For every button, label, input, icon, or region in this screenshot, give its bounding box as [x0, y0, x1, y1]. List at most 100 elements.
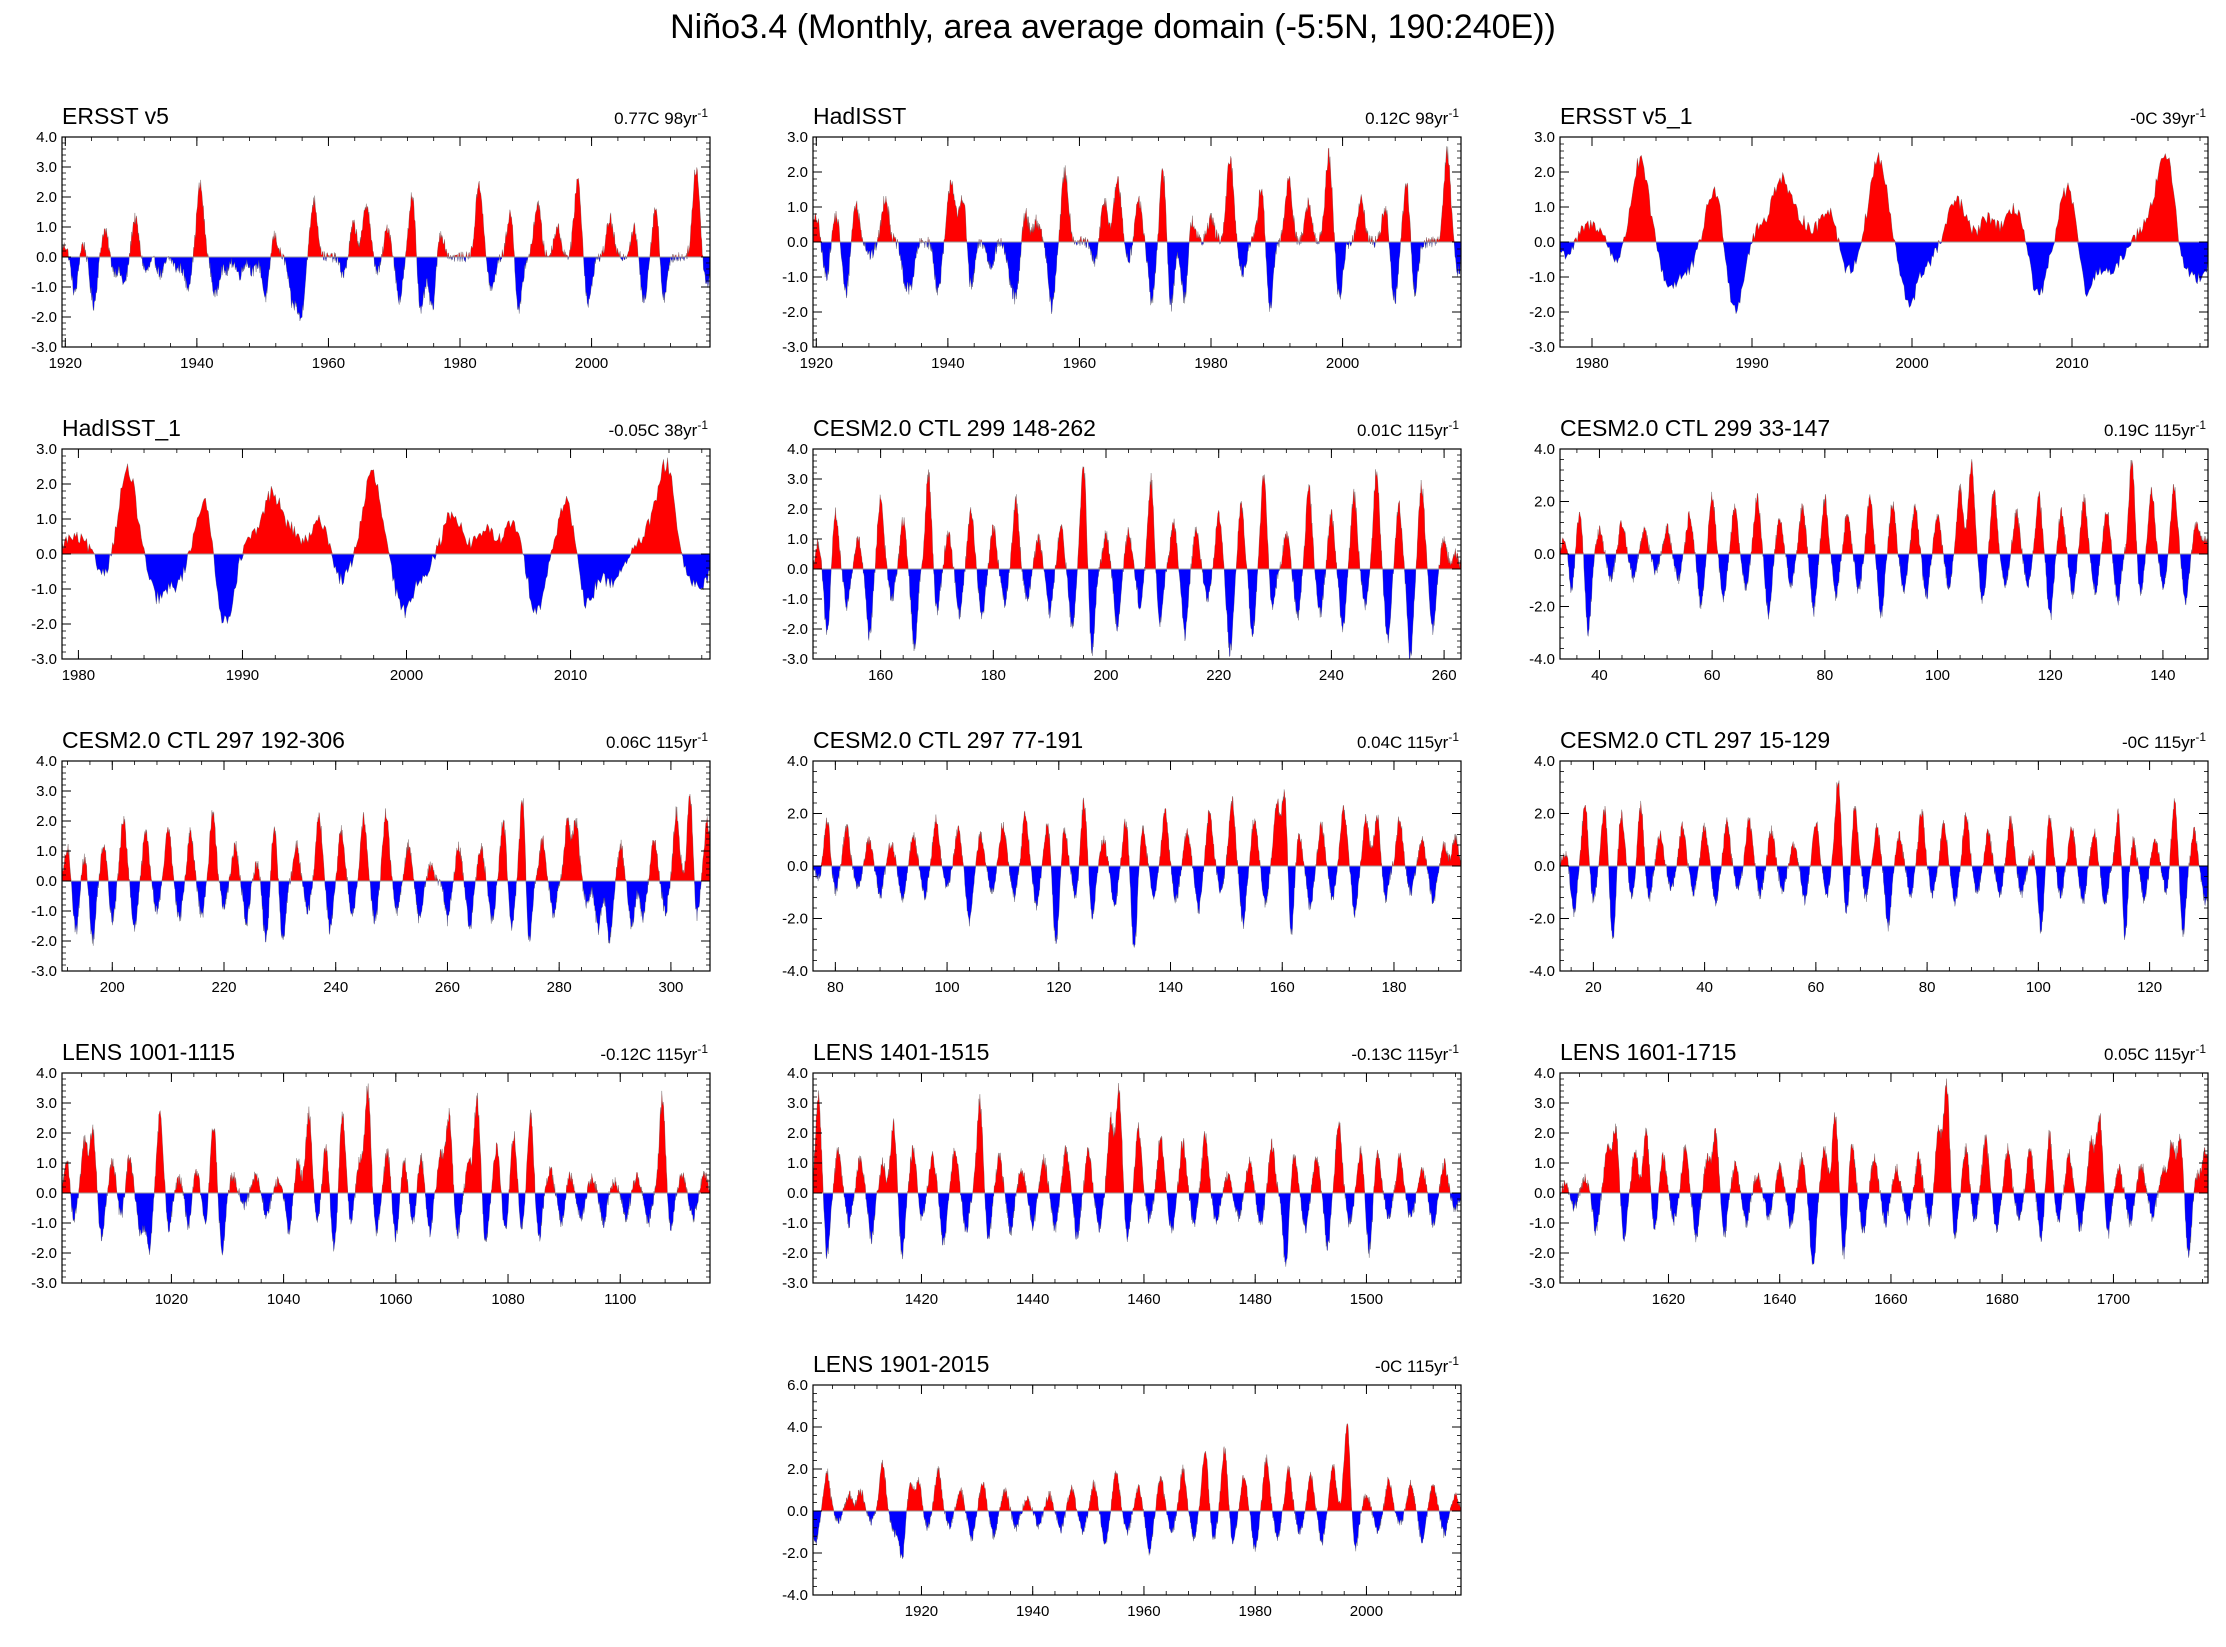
- y-tick-label: 3.0: [787, 471, 808, 488]
- figure-title: Niño3.4 (Monthly, area average domain (-…: [670, 8, 1556, 46]
- y-tick-label: 3.0: [36, 783, 57, 800]
- y-tick-label: -2.0: [782, 911, 808, 928]
- y-tick-label: 2.0: [787, 1461, 808, 1478]
- plot-frame: [1559, 1072, 2209, 1284]
- x-tick-label: 1500: [1350, 1291, 1383, 1308]
- series-line: [62, 457, 710, 624]
- x-tick-label: 240: [323, 979, 348, 996]
- y-tick-label: -4.0: [782, 963, 808, 980]
- trend-label: 0.77C 98yr-1: [614, 106, 708, 128]
- y-tick-label: 0.0: [787, 858, 808, 875]
- series-line: [1560, 780, 2208, 940]
- x-tick-label: 20: [1585, 979, 1602, 996]
- trend-label: -0C 115yr-1: [2122, 730, 2206, 752]
- y-tick-label: -3.0: [782, 651, 808, 668]
- y-tick-label: 1.0: [36, 1155, 57, 1172]
- y-tick-label: -3.0: [31, 339, 57, 356]
- x-tick-label: 140: [1158, 979, 1183, 996]
- y-tick-label: 3.0: [36, 159, 57, 176]
- y-tick-label: -3.0: [782, 339, 808, 356]
- panel-title: CESM2.0 CTL 299 148-262: [813, 415, 1096, 441]
- y-tick-label: -2.0: [31, 616, 57, 633]
- positive-anomaly-fill: [1560, 780, 2208, 866]
- positive-anomaly-fill: [813, 1083, 1461, 1193]
- series-area: [62, 794, 710, 946]
- y-tick-label: 2.0: [36, 1125, 57, 1142]
- y-tick-label: -2.0: [1529, 911, 1555, 928]
- negative-anomaly-fill: [62, 1193, 710, 1256]
- y-tick-label: -3.0: [1529, 339, 1555, 356]
- y-tick-label: 0.0: [787, 1503, 808, 1520]
- panel-11: LENS 1601-1715 0.05C 115yr-1 -3.0 -2.0 -1.0 0…: [1529, 1039, 2209, 1308]
- y-tick-label: 4.0: [1534, 1065, 1555, 1082]
- trend-label: -0C 115yr-1: [1375, 1354, 1459, 1376]
- y-tick-label: 0.0: [1534, 546, 1555, 563]
- x-tick-label: 1920: [905, 1603, 938, 1620]
- y-tick-label: 2.0: [1534, 164, 1555, 181]
- trend-label: -0.12C 115yr-1: [600, 1042, 708, 1064]
- y-tick-label: 0.0: [787, 234, 808, 251]
- series-area: [813, 789, 1461, 948]
- x-tick-label: 1100: [604, 1291, 636, 1308]
- series-line: [813, 1083, 1461, 1267]
- x-tick-label: 120: [2137, 979, 2162, 996]
- trend-label: -0.05C 38yr-1: [609, 418, 709, 440]
- y-tick-label: 2.0: [36, 476, 57, 493]
- x-tick-label: 2000: [575, 355, 608, 372]
- x-tick-label: 200: [1093, 667, 1118, 684]
- panel-title: HadISST: [813, 103, 906, 129]
- y-tick-label: 4.0: [787, 441, 808, 458]
- x-tick-label: 2010: [2055, 355, 2088, 372]
- y-tick-label: 4.0: [36, 753, 57, 770]
- y-tick-label: 1.0: [36, 843, 57, 860]
- x-tick-label: 180: [981, 667, 1006, 684]
- series-area: [1560, 459, 2208, 637]
- x-tick-label: 300: [658, 979, 683, 996]
- panel-9: LENS 1001-1115 -0.12C 115yr-1 -3.0 -2.0 -1.0…: [31, 1039, 711, 1308]
- x-tick-label: 80: [1816, 667, 1833, 684]
- y-tick-label: -1.0: [31, 581, 57, 598]
- y-tick-label: 2.0: [787, 1125, 808, 1142]
- x-tick-label: 1990: [226, 667, 259, 684]
- y-tick-label: 4.0: [36, 129, 57, 146]
- x-tick-label: 1620: [1652, 1291, 1685, 1308]
- panel-10: LENS 1401-1515 -0.13C 115yr-1 -3.0 -2.0 -1.0…: [782, 1039, 1462, 1308]
- plot-frame: [61, 1072, 711, 1284]
- series-line: [813, 789, 1461, 948]
- y-tick-label: -2.0: [782, 1545, 808, 1562]
- x-tick-label: 1960: [312, 355, 345, 372]
- x-tick-label: 1060: [379, 1291, 412, 1308]
- y-tick-label: 1.0: [787, 199, 808, 216]
- panel-title: CESM2.0 CTL 297 77-191: [813, 727, 1083, 753]
- y-tick-label: 0.0: [36, 1185, 57, 1202]
- panel-title: LENS 1401-1515: [813, 1039, 989, 1065]
- panel-2: ERSST v5_1 -0C 39yr-1 -3.0 -2.0 -1.0 0.0 1.0 2.…: [1529, 103, 2209, 372]
- positive-anomaly-fill: [1560, 152, 2208, 242]
- y-tick-label: 0.0: [787, 1185, 808, 1202]
- y-tick-label: 0.0: [787, 561, 808, 578]
- x-tick-label: 1940: [1016, 1603, 1049, 1620]
- trend-label: 0.01C 115yr-1: [1357, 418, 1459, 440]
- trend-label: 0.12C 98yr-1: [1365, 106, 1459, 128]
- x-tick-label: 1980: [62, 667, 95, 684]
- x-tick-label: 120: [1046, 979, 1071, 996]
- x-tick-label: 100: [2026, 979, 2051, 996]
- series-line: [813, 146, 1461, 314]
- panel-title: HadISST_1: [62, 415, 181, 441]
- y-tick-label: 3.0: [1534, 129, 1555, 146]
- x-tick-label: 1700: [2097, 1291, 2130, 1308]
- y-tick-label: -3.0: [1529, 1275, 1555, 1292]
- negative-anomaly-fill: [1560, 242, 2208, 314]
- x-tick-label: 80: [827, 979, 844, 996]
- negative-anomaly-fill: [813, 242, 1461, 314]
- negative-anomaly-fill: [1560, 866, 2208, 940]
- x-tick-label: 1990: [1735, 355, 1768, 372]
- panel-title: LENS 1601-1715: [1560, 1039, 1736, 1065]
- x-tick-label: 1040: [267, 1291, 300, 1308]
- x-tick-label: 2000: [1350, 1603, 1383, 1620]
- y-tick-label: 4.0: [1534, 441, 1555, 458]
- negative-anomaly-fill: [1560, 1193, 2208, 1265]
- panel-title: LENS 1001-1115: [62, 1039, 235, 1065]
- series-line: [62, 794, 710, 946]
